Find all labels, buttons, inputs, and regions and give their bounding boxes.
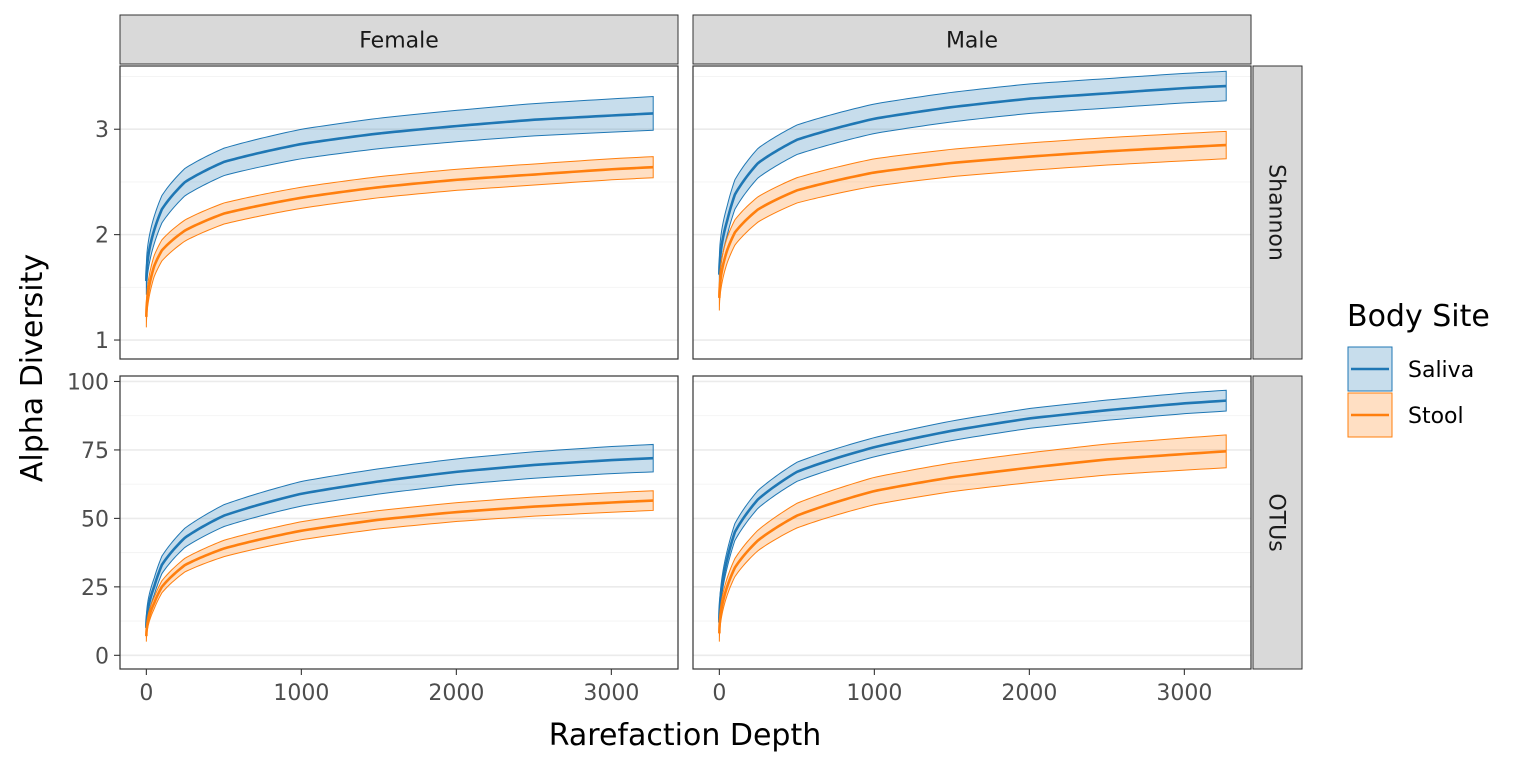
ribbon-stool — [145, 156, 654, 328]
y-tick-label: 75 — [81, 439, 109, 464]
x-tick-label: 1000 — [846, 681, 902, 706]
series-line-stool — [718, 450, 1227, 634]
y-axis-title: Alpha Diversity — [15, 254, 50, 482]
series-line-stool — [145, 499, 654, 637]
ribbon-saliva — [145, 443, 654, 637]
strip-label-otus: OTUs — [1264, 493, 1289, 551]
x-tick-label: 0 — [139, 681, 153, 706]
ribbon-saliva — [145, 96, 654, 295]
x-tick-label: 2000 — [1001, 681, 1057, 706]
y-tick-label: 50 — [81, 507, 109, 532]
plot-area — [119, 65, 1252, 670]
panel-border — [692, 65, 1252, 360]
x-tick-label: 3000 — [583, 681, 639, 706]
series-line-stool — [145, 165, 654, 317]
strip-label-male: Male — [946, 29, 998, 54]
legend-label-saliva: Saliva — [1408, 358, 1474, 383]
y-tick-label: 3 — [95, 118, 109, 143]
panel-border — [692, 375, 1252, 670]
legend-item-saliva: Saliva — [1347, 346, 1474, 392]
panel-border — [119, 65, 679, 360]
panel-border — [119, 375, 679, 670]
strip-background — [692, 14, 1252, 65]
legend-label-stool: Stool — [1408, 404, 1464, 429]
strip-shannon: Shannon — [1252, 65, 1303, 360]
panel-background — [693, 66, 1251, 359]
strip-background — [1252, 65, 1303, 360]
panel-background — [120, 66, 678, 359]
panel-female-shannon — [119, 65, 679, 360]
series-line-saliva — [145, 456, 654, 628]
ribbon-saliva — [718, 389, 1227, 631]
strip-background — [119, 14, 679, 65]
strip-label-shannon: Shannon — [1264, 164, 1289, 261]
x-tick-label: 0 — [712, 681, 726, 706]
x-tick-label: 1000 — [273, 681, 329, 706]
legend: Body Site Saliva Stool — [1347, 299, 1490, 438]
y-tick-label: 0 — [95, 644, 109, 669]
y-tick-label: 25 — [81, 576, 109, 601]
ribbon-stool — [718, 434, 1227, 642]
legend-item-stool: Stool — [1347, 392, 1464, 438]
panel-female-otus — [119, 375, 679, 670]
strip-background — [1252, 375, 1303, 670]
series-line-saliva — [718, 84, 1227, 275]
y-tick-label: 100 — [67, 370, 109, 395]
series-line-saliva — [145, 112, 654, 282]
ribbon-stool — [145, 490, 654, 642]
y-tick-label: 1 — [95, 329, 109, 354]
series-line-stool — [718, 143, 1227, 298]
facet-strips: Female Male Shannon OTUs — [119, 14, 1303, 670]
x-axis-title: Rarefaction Depth — [549, 718, 822, 753]
strip-otus: OTUs — [1252, 375, 1303, 670]
panel-male-shannon — [692, 65, 1252, 360]
y-tick-label: 2 — [95, 224, 109, 249]
strip-female: Female — [119, 14, 679, 65]
strip-label-female: Female — [359, 29, 439, 54]
ribbon-stool — [718, 130, 1227, 311]
panel-male-otus — [692, 375, 1252, 670]
series-line-saliva — [718, 399, 1227, 623]
x-tick-label: 3000 — [1156, 681, 1212, 706]
strip-male: Male — [692, 14, 1252, 65]
legend-title: Body Site — [1347, 299, 1490, 334]
x-tick-label: 2000 — [428, 681, 484, 706]
